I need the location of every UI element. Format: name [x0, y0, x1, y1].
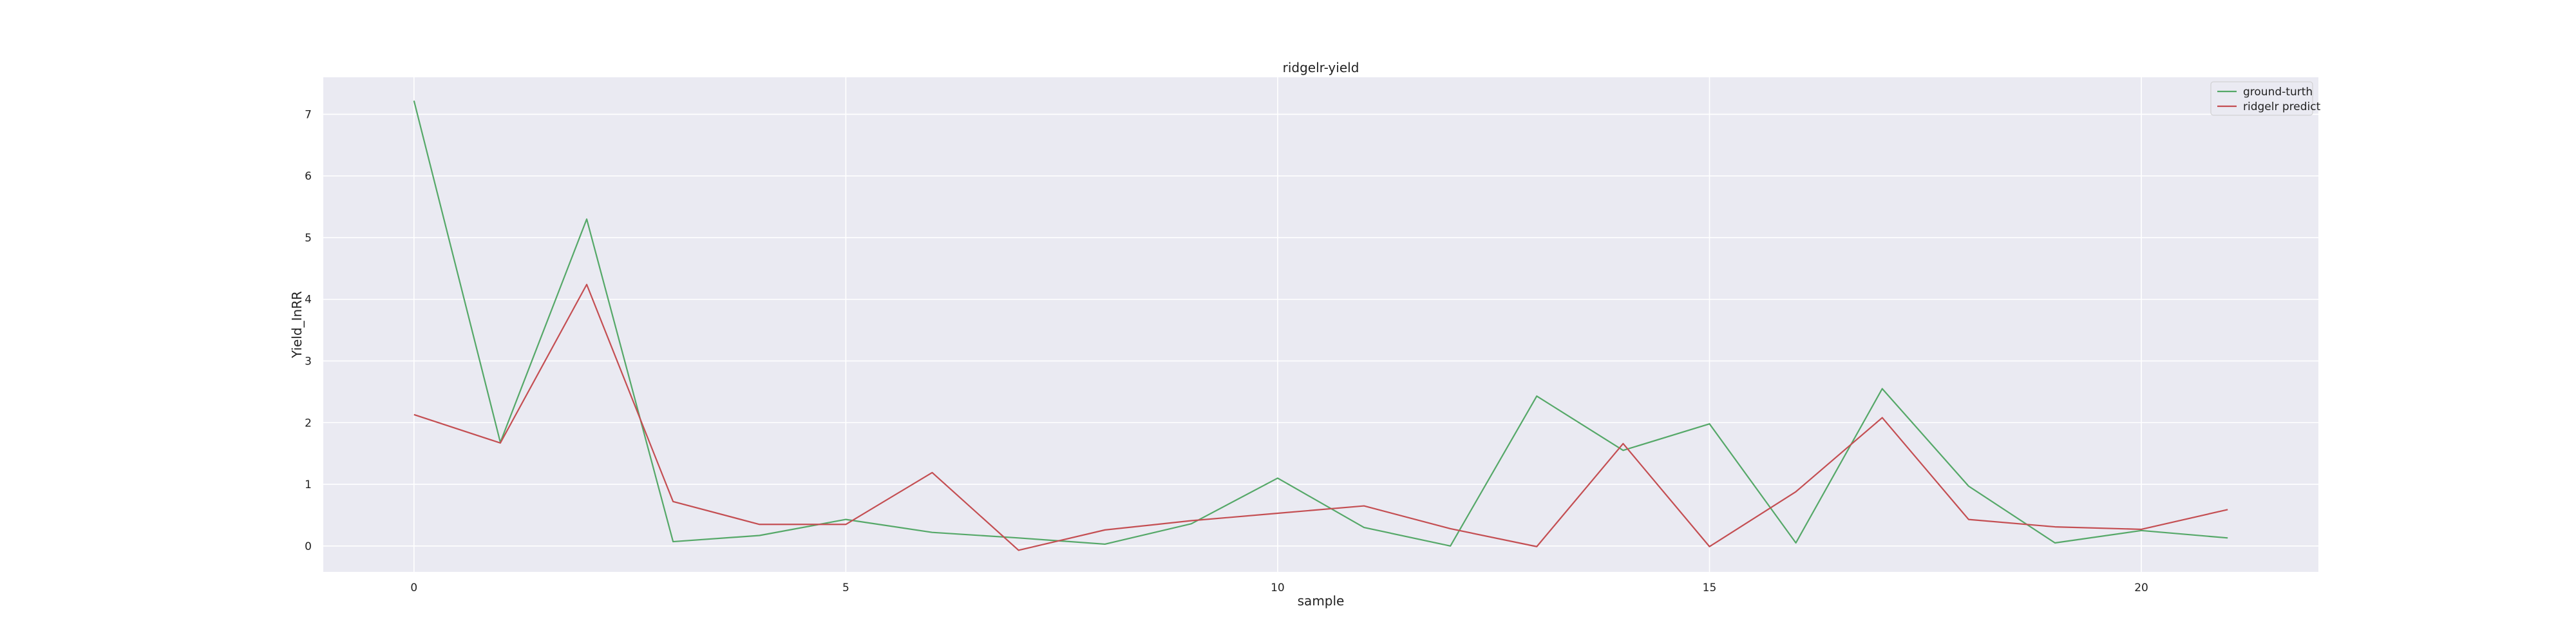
y-tick-labels: 0 1 2 3 4 5 6 7 — [305, 108, 312, 553]
x-tick-label: 10 — [1271, 582, 1285, 594]
plot-area — [323, 77, 2318, 572]
legend-label-1: ridgelr predict — [2243, 100, 2321, 113]
y-tick-label: 5 — [305, 232, 312, 245]
y-axis-label: Yield_InRR — [289, 291, 305, 359]
grid-lines — [323, 77, 2318, 572]
y-tick-label: 2 — [305, 417, 312, 430]
series-line-0 — [413, 100, 2228, 547]
y-tick-label: 6 — [305, 170, 312, 183]
x-tick-label: 20 — [2134, 582, 2148, 594]
y-tick-label: 3 — [305, 355, 312, 368]
y-tick-label: 1 — [305, 478, 312, 491]
x-tick-labels: 0 5 10 15 20 — [410, 582, 2148, 594]
legend-label-0: ground-turth — [2243, 86, 2313, 99]
x-axis-label: sample — [1298, 593, 1345, 609]
x-tick-label: 0 — [410, 582, 417, 594]
y-tick-label: 0 — [305, 540, 312, 553]
x-tick-label: 15 — [1703, 582, 1717, 594]
y-tick-label: 4 — [305, 294, 312, 307]
chart-title: ridgelr-yield — [1283, 60, 1359, 75]
series-layer — [413, 100, 2228, 551]
y-tick-label: 7 — [305, 108, 312, 121]
x-tick-label: 5 — [842, 582, 849, 594]
series-line-1 — [413, 283, 2228, 551]
